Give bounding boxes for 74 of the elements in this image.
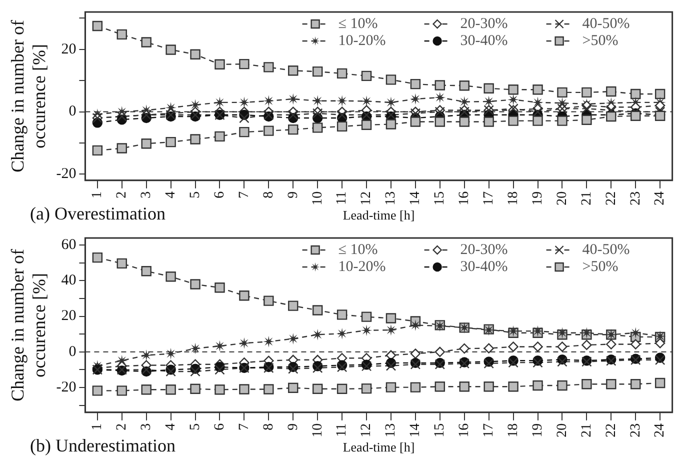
x-tick-label: 14	[408, 191, 424, 206]
text: (b) Underestimation	[30, 436, 176, 456]
x-tick-label: 21	[579, 191, 594, 206]
y-tick-label: 0	[68, 104, 76, 120]
x-tick-label: 7	[236, 191, 252, 198]
x-tick-label: 15	[432, 191, 448, 206]
x-tick-label: 10	[310, 423, 326, 438]
y-tick-label: 0	[68, 344, 76, 360]
y-axis-title: Change in number of occurence [%]	[8, 248, 50, 402]
x-tick-label: 24	[652, 423, 668, 438]
x-tick-label: 22	[604, 191, 619, 206]
legend-label: 10-20%	[338, 32, 386, 49]
legend-label: ≤ 10%	[338, 242, 378, 258]
legend-label: >50%	[582, 32, 618, 49]
x-tick-label: 16	[457, 423, 472, 438]
x-tick-label: 9	[286, 191, 301, 198]
legend-label: 30-40%	[460, 258, 508, 275]
y-tick-label: 20	[61, 41, 76, 58]
x-tick-label: 16	[457, 191, 472, 206]
x-tick-label: 4	[163, 423, 178, 430]
x-tick-label: 18	[506, 191, 521, 206]
x-tick-label: 5	[188, 423, 203, 430]
legend-label: 30-40%	[460, 32, 508, 49]
legend-label: 20-30%	[460, 242, 508, 258]
x-tick-label: 22	[604, 423, 619, 438]
x-tick-label: 20	[554, 191, 570, 206]
x-tick-label: 19	[530, 191, 546, 206]
x-axis-title: Lead-time [h]	[342, 440, 415, 455]
x-tick-label: 5	[188, 191, 203, 198]
x-tick-label: 2	[114, 191, 130, 198]
x-tick-label: 11	[334, 191, 350, 205]
x-tick-label: 8	[261, 423, 276, 430]
x-tick-label: 20	[554, 423, 570, 438]
x-tick-label: 15	[432, 423, 448, 438]
x-tick-label: 12	[359, 191, 374, 206]
x-tick-label: 7	[236, 423, 252, 430]
x-tick-label: 11	[334, 423, 350, 437]
y-tick-label: 60	[61, 237, 76, 254]
x-tick-label: 24	[652, 191, 668, 206]
x-tick-label: 3	[139, 191, 154, 198]
x-tick-label: 21	[579, 423, 594, 438]
text: (a) Overestimation	[30, 204, 166, 224]
legend-label: 10-20%	[338, 258, 386, 275]
x-tick-label: 8	[261, 191, 276, 198]
x-tick-label: 10	[310, 191, 326, 206]
y-tick-label: 20	[61, 308, 76, 324]
legend-label: >50%	[582, 258, 618, 275]
x-tick-label: 18	[506, 423, 521, 438]
x-axis-title: Lead-time [h]	[342, 208, 415, 223]
y-axis-title: Change in number of occurence [%]	[8, 20, 50, 172]
x-tick-label: 12	[359, 423, 374, 438]
x-tick-label: 17	[482, 423, 497, 438]
x-tick-label: 4	[163, 191, 178, 198]
x-tick-label: 6	[212, 191, 228, 198]
y-tick-label: -20	[56, 379, 76, 396]
x-tick-label: 1	[90, 423, 106, 430]
x-tick-label: 9	[286, 423, 301, 430]
legend-label: ≤ 10%	[338, 16, 378, 32]
x-tick-label: 17	[482, 191, 497, 206]
legend-label: 40-50%	[582, 16, 630, 32]
x-tick-label: 1	[90, 191, 106, 198]
x-tick-label: 14	[408, 423, 424, 438]
x-tick-label: 3	[139, 423, 154, 430]
legend-label: 40-50%	[582, 242, 630, 258]
x-tick-label: 13	[384, 191, 399, 206]
x-tick-label: 23	[628, 191, 644, 206]
x-tick-label: 2	[114, 423, 130, 430]
legend-label: 20-30%	[460, 16, 508, 32]
x-tick-label: 13	[384, 423, 399, 438]
x-tick-label: 23	[628, 423, 644, 438]
x-tick-label: 19	[530, 423, 546, 438]
y-tick-label: 40	[61, 272, 76, 289]
y-tick-label: -20	[56, 166, 76, 182]
x-tick-label: 6	[212, 423, 228, 430]
